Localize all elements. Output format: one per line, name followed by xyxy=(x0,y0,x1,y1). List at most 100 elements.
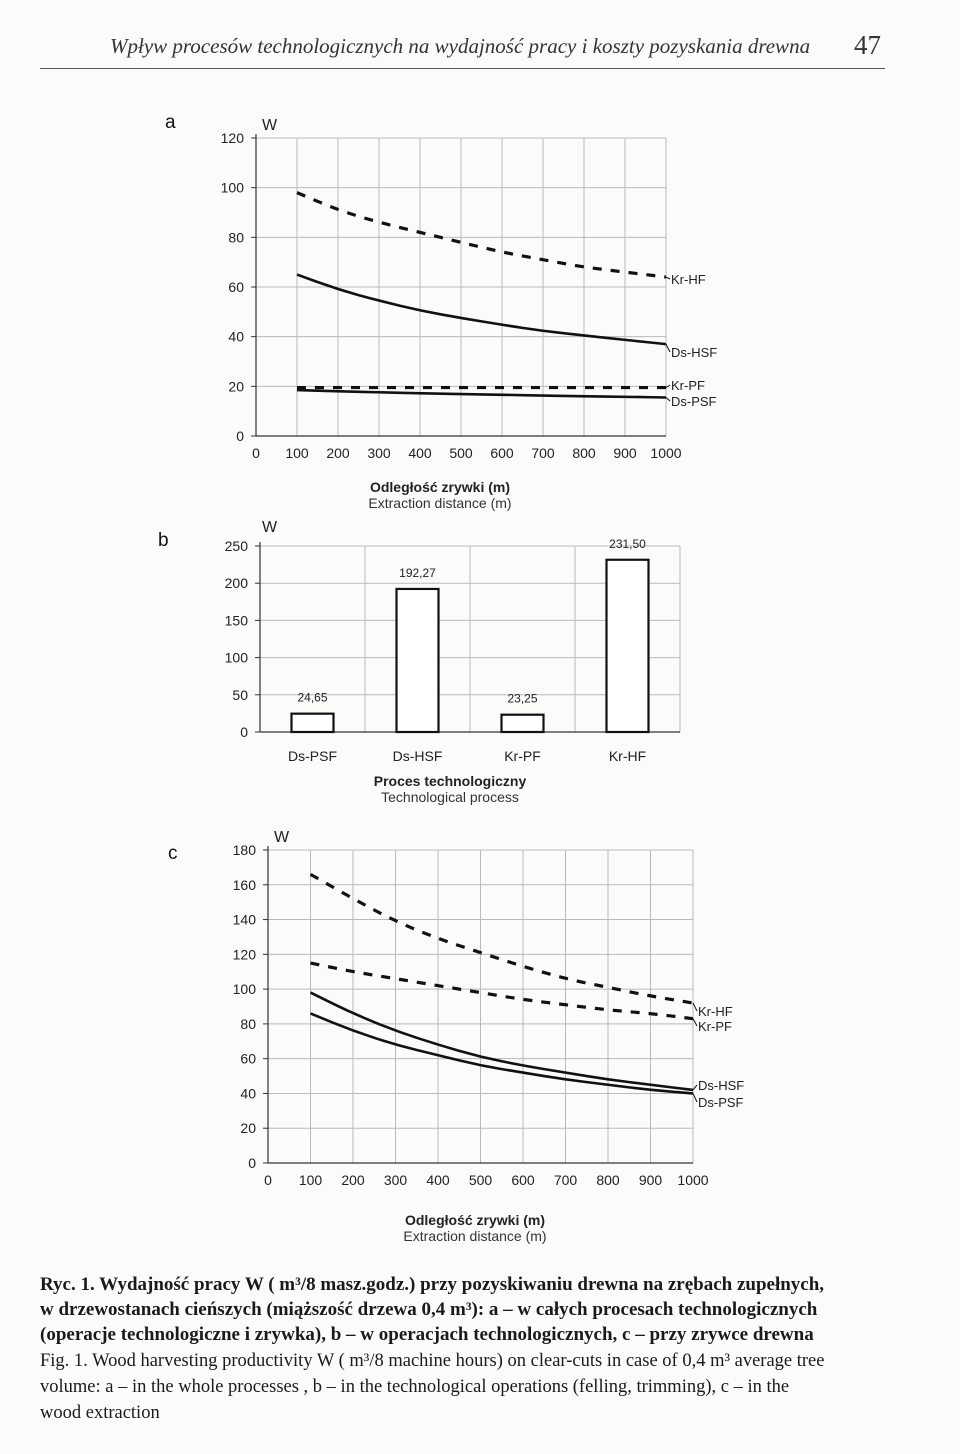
x-tick-label: 200 xyxy=(326,445,350,461)
y-tick-label: 60 xyxy=(240,1051,256,1067)
series-label-leader xyxy=(665,276,671,280)
x-tick-label: 300 xyxy=(384,1172,408,1188)
chart-a-line: 0 100 200 300 400 500 600 700 800 900 1000 0 20 40 60 8… xyxy=(221,117,718,461)
x-tick-label: 900 xyxy=(639,1172,663,1188)
chart-a-xlabel: Odległość zrywki (m) Extraction distance… xyxy=(300,479,580,511)
series-label-ds-psf: Ds-PSF xyxy=(698,1095,744,1110)
chart-c-xlabel: Odległość zrywki (m) Extraction distance… xyxy=(335,1212,615,1244)
y-tick-label: 160 xyxy=(233,877,257,893)
x-tick-label: 200 xyxy=(341,1172,365,1188)
y-tick-label: 0 xyxy=(240,724,248,740)
bar-value-label: 231,50 xyxy=(609,537,646,551)
series-line-ds-hsf xyxy=(296,273,667,346)
series-label-leader xyxy=(665,384,671,388)
bar-kr-pf xyxy=(500,713,545,734)
series-line-ds-psf xyxy=(310,1012,694,1095)
series-label-ds-psf: Ds-PSF xyxy=(671,394,717,409)
series-label-leader xyxy=(692,1084,698,1091)
y-tick-label: 100 xyxy=(233,981,257,997)
series-line-kr-hf xyxy=(309,872,694,1005)
series-label-kr-pf: Kr-PF xyxy=(698,1019,732,1034)
caption-en-line: wood extraction xyxy=(40,1403,160,1423)
series-line-ds-psf xyxy=(296,388,667,399)
chart-c-xlabel-en: Extraction distance (m) xyxy=(403,1228,547,1244)
y-tick-label: 20 xyxy=(228,378,244,394)
page-header: Wpływ procesów technologicznych na wydaj… xyxy=(40,30,885,69)
y-tick-label: 120 xyxy=(221,130,245,146)
caption-english: Fig. 1. Wood harvesting productivity W (… xyxy=(40,1348,880,1426)
x-tick-label: 600 xyxy=(511,1172,535,1188)
x-tick-label: 400 xyxy=(426,1172,450,1188)
chart-b-xlabel-pl: Proces technologiczny xyxy=(373,773,527,789)
x-tick-label: 500 xyxy=(449,445,473,461)
x-tick-label: 0 xyxy=(264,1172,272,1188)
panel-letter-b: b xyxy=(158,530,169,551)
x-tick-label: Ds-PSF xyxy=(288,748,337,764)
series-label-leader xyxy=(665,397,671,402)
bar-ds-hsf xyxy=(395,587,440,734)
y-tick-label: 150 xyxy=(225,612,249,628)
y-tick-label: 200 xyxy=(225,575,249,591)
y-tick-label: 50 xyxy=(232,687,248,703)
y-tick-label: 250 xyxy=(225,538,249,554)
figure-caption: Ryc. 1. Wydajność pracy W ( m³/8 masz.go… xyxy=(40,1272,880,1426)
series-label-ds-hsf: Ds-HSF xyxy=(671,345,717,360)
chart-c-xlabel-pl: Odległość zrywki (m) xyxy=(404,1212,546,1228)
series-label-leader xyxy=(692,1018,698,1027)
bar-value-label: 23,25 xyxy=(507,692,537,706)
bar-value-label: 24,65 xyxy=(297,691,327,705)
y-tick-label: 40 xyxy=(240,1085,256,1101)
caption-en-line: volume: a – in the whole processes , b –… xyxy=(40,1377,790,1397)
series-label-kr-pf: Kr-PF xyxy=(671,378,705,393)
series-label-kr-hf: Kr-HF xyxy=(671,272,706,287)
x-tick-label: 900 xyxy=(613,445,637,461)
y-tick-label: 120 xyxy=(233,946,257,962)
x-tick-label: 800 xyxy=(596,1172,620,1188)
x-tick-label: 1000 xyxy=(650,445,681,461)
bar-kr-hf xyxy=(605,558,650,734)
x-tick-label: 300 xyxy=(367,445,391,461)
chart-b-bar: 0 50 100 150 200 250 W 24,65 Ds-PSF 192,27 Ds-HSF 2… xyxy=(225,519,681,764)
caption-polish: Ryc. 1. Wydajność pracy W ( m³/8 masz.go… xyxy=(40,1272,880,1347)
x-tick-label: 100 xyxy=(285,445,309,461)
caption-pl-line: (operacje technologiczne i zrywka), b – … xyxy=(40,1324,814,1345)
caption-en-line: Fig. 1. Wood harvesting productivity W (… xyxy=(40,1351,825,1371)
series-label-kr-hf: Kr-HF xyxy=(698,1004,733,1019)
y-tick-label: 0 xyxy=(248,1155,256,1171)
y-tick-label: 60 xyxy=(228,279,244,295)
y-tick-label: 40 xyxy=(228,329,244,345)
caption-pl-line: Ryc. 1. Wydajność pracy W ( m³/8 masz.go… xyxy=(40,1274,825,1295)
running-title: Wpływ procesów technologicznych na wydaj… xyxy=(110,34,811,58)
y-axis-label: W xyxy=(262,519,278,536)
x-tick-label: 700 xyxy=(554,1172,578,1188)
y-tick-label: 20 xyxy=(240,1120,256,1136)
chart-a-xlabel-pl: Odległość zrywki (m) xyxy=(369,479,511,495)
page-number: 47 xyxy=(854,30,881,60)
y-tick-label: 0 xyxy=(236,428,244,444)
panel-letter-a: a xyxy=(165,112,176,133)
bar-value-label: 192,27 xyxy=(399,566,436,580)
x-tick-label: 800 xyxy=(572,445,596,461)
y-tick-label: 140 xyxy=(233,912,257,928)
chart-b-xlabel-en: Technological process xyxy=(381,789,519,805)
series-label-leader xyxy=(692,1002,698,1012)
series-label-leader xyxy=(692,1093,698,1103)
bar-ds-psf xyxy=(290,712,335,734)
series-line-kr-pf xyxy=(310,961,694,1021)
x-tick-label: Kr-PF xyxy=(504,748,541,764)
x-tick-label: 700 xyxy=(531,445,555,461)
y-tick-label: 80 xyxy=(240,1016,256,1032)
chart-b-xlabel: Proces technologiczny Technological proc… xyxy=(310,773,590,805)
x-tick-label: Ds-HSF xyxy=(393,748,443,764)
x-tick-label: Kr-HF xyxy=(609,748,646,764)
y-tick-label: 80 xyxy=(228,229,244,245)
x-tick-label: 100 xyxy=(299,1172,323,1188)
y-tick-label: 100 xyxy=(221,180,245,196)
x-tick-label: 400 xyxy=(408,445,432,461)
x-tick-label: 0 xyxy=(252,445,260,461)
chart-a-xlabel-en: Extraction distance (m) xyxy=(368,495,512,511)
series-label-leader xyxy=(665,343,671,353)
y-tick-label: 100 xyxy=(225,650,249,666)
y-axis-label: W xyxy=(274,829,290,846)
series-line-ds-hsf xyxy=(309,991,694,1092)
